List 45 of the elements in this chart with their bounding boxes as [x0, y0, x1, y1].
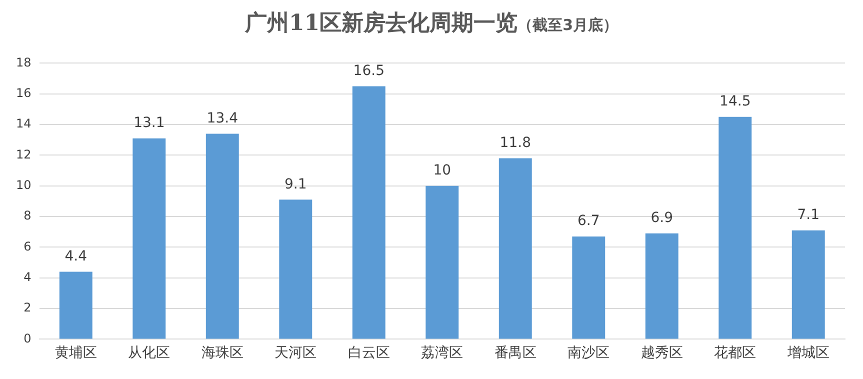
- x-tick-label: 花都区: [714, 345, 756, 362]
- x-tick-label: 增城区: [786, 345, 830, 362]
- data-label: 9.1: [284, 176, 307, 192]
- y-tick-label: 6: [24, 239, 32, 254]
- x-tick-label: 海珠区: [201, 345, 244, 362]
- data-label: 14.5: [720, 94, 751, 110]
- x-tick-label: 南沙区: [568, 345, 610, 362]
- y-tick-label: 0: [24, 331, 32, 346]
- chart-title: 广州11区新房去化周期一览: [244, 9, 518, 38]
- y-tick-label: 4: [24, 270, 32, 284]
- data-label: 11.8: [500, 134, 531, 151]
- x-tick-label: 天河区: [274, 345, 317, 362]
- data-label: 13.4: [206, 110, 238, 126]
- x-tick-label: 越秀区: [640, 345, 683, 362]
- x-tick-label: 番禺区: [494, 345, 536, 362]
- y-tick-label: 16: [16, 86, 32, 100]
- bar: [352, 86, 386, 339]
- x-tick-label: 荔湾区: [421, 345, 464, 362]
- bar: [572, 236, 606, 339]
- y-tick-label: 8: [24, 208, 32, 223]
- bar: [792, 230, 825, 339]
- chart-subtitle: （截至3月底）: [518, 16, 618, 35]
- bar: [279, 200, 312, 339]
- x-tick-label: 白云区: [348, 345, 390, 362]
- x-tick-label: 黄埔区: [54, 345, 97, 362]
- bar: [59, 272, 92, 339]
- data-label: 6.9: [650, 210, 674, 226]
- bar: [426, 186, 459, 339]
- bar: [645, 233, 678, 339]
- data-label: 7.1: [797, 206, 820, 223]
- data-label: 6.7: [578, 213, 600, 230]
- data-label: 13.1: [134, 114, 165, 131]
- data-label: 16.5: [353, 62, 384, 79]
- bar: [718, 116, 752, 339]
- data-label: 10: [433, 162, 452, 179]
- y-tick-label: 2: [24, 300, 32, 315]
- y-tick-label: 14: [16, 116, 32, 131]
- bar: [206, 134, 239, 339]
- y-tick-label: 18: [16, 55, 32, 70]
- x-tick-label: 从化区: [128, 345, 170, 362]
- bar: [498, 158, 532, 339]
- data-label: 4.4: [64, 248, 88, 264]
- y-tick-label: 12: [16, 147, 32, 162]
- bar: [132, 138, 166, 339]
- y-tick-label: 10: [16, 178, 32, 192]
